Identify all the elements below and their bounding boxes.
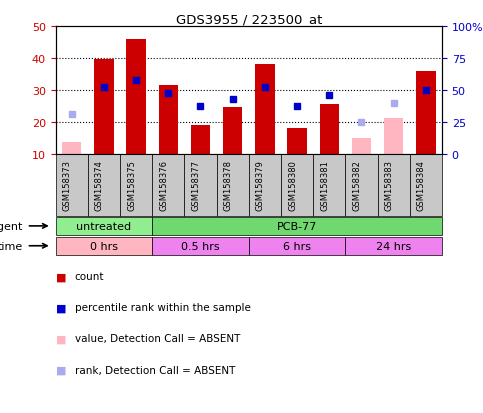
Text: 0.5 hrs: 0.5 hrs: [181, 241, 220, 251]
Bar: [152, 237, 249, 255]
Bar: [216, 154, 249, 216]
Text: 0 hrs: 0 hrs: [90, 241, 118, 251]
Text: ■: ■: [56, 334, 66, 344]
Bar: [416, 71, 436, 154]
Title: GDS3955 / 223500_at: GDS3955 / 223500_at: [175, 13, 322, 26]
Text: GSM158383: GSM158383: [384, 160, 394, 211]
Bar: [56, 237, 152, 255]
Text: percentile rank within the sample: percentile rank within the sample: [75, 303, 251, 313]
Bar: [410, 154, 442, 216]
Bar: [152, 154, 185, 216]
Text: 6 hrs: 6 hrs: [283, 241, 311, 251]
Text: GSM158379: GSM158379: [256, 160, 265, 211]
Text: ■: ■: [56, 272, 66, 282]
Bar: [345, 154, 378, 216]
Bar: [127, 40, 146, 154]
Text: rank, Detection Call = ABSENT: rank, Detection Call = ABSENT: [75, 365, 235, 375]
Bar: [287, 129, 307, 154]
Bar: [120, 154, 152, 216]
Text: GSM158384: GSM158384: [417, 160, 426, 211]
Bar: [88, 154, 120, 216]
Bar: [313, 154, 345, 216]
Bar: [249, 237, 345, 255]
Text: count: count: [75, 272, 104, 282]
Bar: [345, 237, 442, 255]
Text: PCB-77: PCB-77: [277, 221, 317, 231]
Bar: [191, 126, 210, 154]
Text: GSM158377: GSM158377: [191, 160, 200, 211]
Bar: [223, 108, 242, 154]
Text: time: time: [0, 241, 23, 251]
Text: ■: ■: [56, 365, 66, 375]
Text: agent: agent: [0, 221, 23, 231]
Text: GSM158373: GSM158373: [63, 160, 71, 211]
Text: value, Detection Call = ABSENT: value, Detection Call = ABSENT: [75, 334, 240, 344]
Text: ■: ■: [56, 303, 66, 313]
Bar: [62, 143, 81, 154]
Text: GSM158374: GSM158374: [95, 160, 104, 211]
Text: GSM158378: GSM158378: [224, 160, 233, 211]
Bar: [320, 105, 339, 154]
Bar: [94, 60, 114, 154]
Bar: [249, 154, 281, 216]
Text: 24 hrs: 24 hrs: [376, 241, 411, 251]
Bar: [56, 154, 88, 216]
Text: GSM158381: GSM158381: [320, 160, 329, 211]
Text: GSM158375: GSM158375: [127, 160, 136, 211]
Bar: [255, 65, 274, 154]
Bar: [152, 217, 442, 235]
Text: GSM158382: GSM158382: [353, 160, 361, 211]
Text: GSM158376: GSM158376: [159, 160, 168, 211]
Text: GSM158380: GSM158380: [288, 160, 297, 211]
Bar: [352, 138, 371, 154]
Bar: [158, 86, 178, 154]
Bar: [384, 119, 403, 154]
Bar: [281, 154, 313, 216]
Bar: [56, 217, 152, 235]
Bar: [185, 154, 216, 216]
Bar: [378, 154, 410, 216]
Text: untreated: untreated: [76, 221, 131, 231]
